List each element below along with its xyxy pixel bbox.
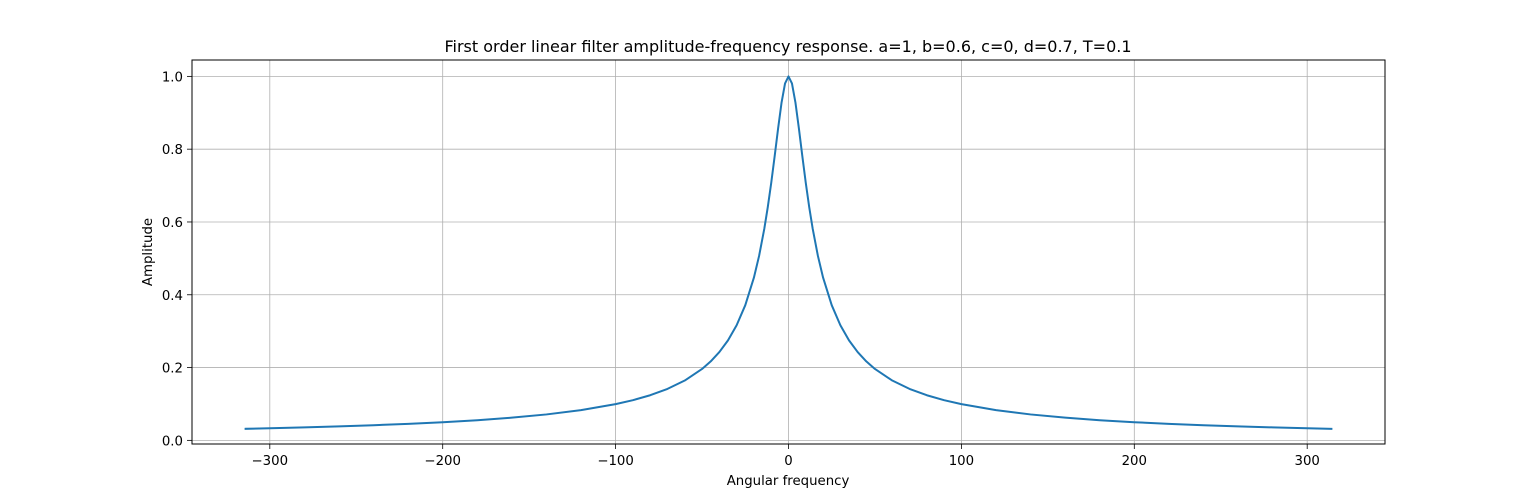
x-tick-label: −300 — [252, 454, 289, 469]
x-tick-label: 300 — [1295, 454, 1320, 469]
x-tick-label: −200 — [424, 454, 461, 469]
x-tick-label: 100 — [949, 454, 974, 469]
x-axis-label: Angular frequency — [727, 474, 850, 489]
chart-title: First order linear filter amplitude-freq… — [444, 37, 1131, 56]
y-tick-label: 0.4 — [162, 289, 183, 304]
grid-lines — [192, 60, 1385, 444]
x-tick-label: −100 — [597, 454, 634, 469]
y-tick-label: 0.0 — [162, 434, 183, 449]
y-tick-label: 0.6 — [162, 216, 183, 231]
y-tick-label: 0.2 — [162, 362, 183, 377]
y-tick-label: 1.0 — [162, 70, 183, 85]
x-tick-label: 0 — [784, 454, 792, 469]
y-axis-label: Amplitude — [141, 218, 156, 286]
axis-ticks: −300 −200 −100 0 100 200 300 0.0 0.2 0.4 0.6 0.8 1.0 — [162, 70, 1320, 469]
series-layer — [244, 75, 1333, 430]
y-tick-label: 0.8 — [162, 143, 183, 158]
x-tick-label: 200 — [1122, 454, 1147, 469]
series-line — [244, 75, 1333, 430]
